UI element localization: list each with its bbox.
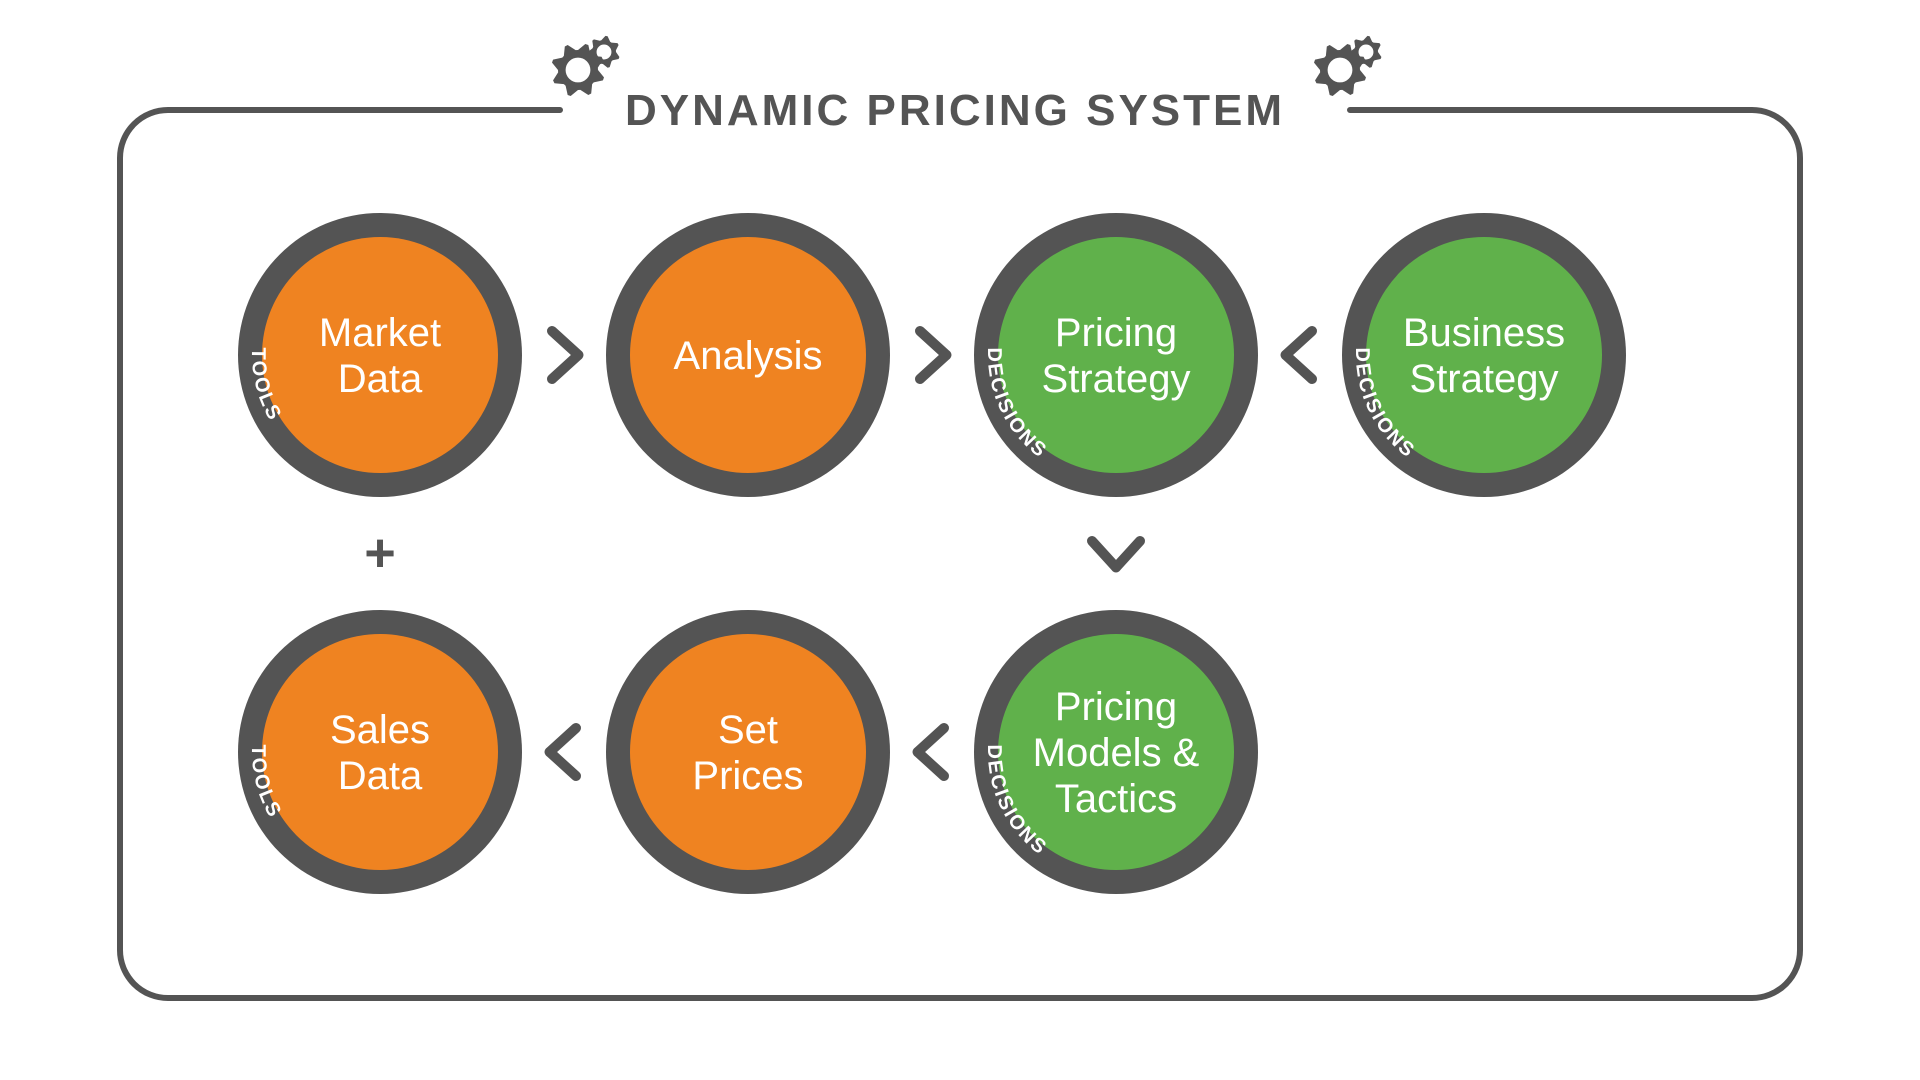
node-label-sales_data-0: Sales <box>330 708 430 752</box>
node-business_strategy: BusinessStrategyDECISIONS <box>1342 213 1626 497</box>
node-label-pricing_models-0: Pricing <box>1055 685 1177 729</box>
arrow-right <box>920 331 946 379</box>
arrow-left <box>1286 331 1312 379</box>
arrow-right <box>552 331 578 379</box>
node-label-market_data-0: Market <box>319 311 441 355</box>
node-label-sales_data-1: Data <box>338 754 423 798</box>
node-label-market_data-1: Data <box>338 357 423 401</box>
node-sales_data: SalesDataTOOLS <box>238 610 522 894</box>
node-label-pricing_models-2: Tactics <box>1055 777 1177 821</box>
node-label-pricing_strategy-1: Strategy <box>1042 357 1191 401</box>
node-pricing_strategy: PricingStrategyDECISIONS <box>974 213 1258 497</box>
node-set_prices: SetPrices <box>606 610 890 894</box>
diagram-title: DYNAMIC PRICING SYSTEM <box>625 86 1285 135</box>
arrow-left <box>918 728 944 776</box>
node-label-pricing_models-1: Models & <box>1033 731 1200 775</box>
node-label-set_prices-0: Set <box>718 708 778 752</box>
node-label-business_strategy-0: Business <box>1403 311 1565 355</box>
arrow-left <box>550 728 576 776</box>
plus-connector: + <box>364 523 396 583</box>
node-analysis: Analysis <box>606 213 890 497</box>
arrow-down <box>1092 541 1140 567</box>
gear-icon-left <box>552 36 619 96</box>
node-label-set_prices-1: Prices <box>692 754 803 798</box>
diagram-canvas: DYNAMIC PRICING SYSTEM MarketDataTOOLS Ana… <box>0 0 1920 1080</box>
gear-icon-right <box>1314 36 1381 96</box>
node-pricing_models: PricingModels &TacticsDECISIONS <box>974 610 1258 894</box>
node-label-pricing_strategy-0: Pricing <box>1055 311 1177 355</box>
node-label-business_strategy-1: Strategy <box>1410 357 1559 401</box>
node-label-analysis-0: Analysis <box>674 334 823 378</box>
node-market_data: MarketDataTOOLS <box>238 213 522 497</box>
